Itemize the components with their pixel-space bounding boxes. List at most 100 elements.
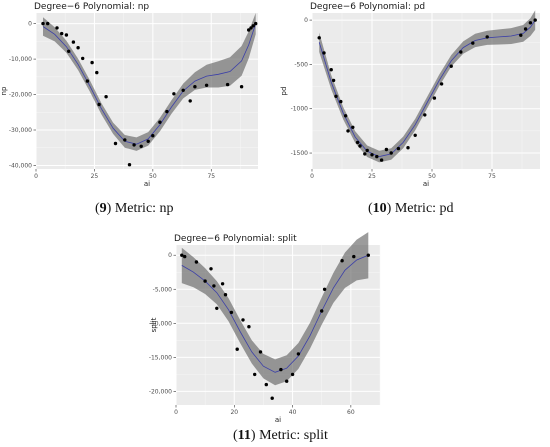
chart-title: Degree−6 Polynomial: pd <box>310 2 425 12</box>
data-point <box>188 99 192 103</box>
data-point <box>247 325 251 329</box>
data-point <box>253 372 257 377</box>
data-point <box>389 151 393 155</box>
confidence-ribbon <box>43 13 256 151</box>
chart-split: Degree−6 Polynomial: split 0 20 40 60 0 -5,000… <box>149 232 381 424</box>
x-axis-label: ai <box>144 180 150 188</box>
chart-np: Degree−6 Polynomial: np 0 25 50 75 0 -10,000 -2… <box>0 2 258 188</box>
y-tick-label: -30,000 <box>9 127 32 134</box>
data-point <box>439 82 444 86</box>
data-point <box>363 152 367 156</box>
fit-line <box>42 23 257 145</box>
data-point <box>379 158 384 162</box>
data-point <box>334 94 338 99</box>
data-point <box>104 95 108 99</box>
data-point <box>165 109 169 114</box>
data-point <box>423 113 427 117</box>
data-point <box>172 92 176 96</box>
data-point <box>375 154 379 159</box>
data-point <box>523 27 528 31</box>
data-point <box>343 114 348 118</box>
x-tick-label: 50 <box>428 173 436 180</box>
y-tick-label: -20,000 <box>9 92 32 99</box>
y-tick-label: -500 <box>294 61 308 68</box>
data-point <box>406 146 410 150</box>
data-point <box>396 146 401 151</box>
data-point <box>223 293 228 297</box>
data-point <box>384 147 389 152</box>
data-point <box>358 144 362 148</box>
data-point <box>212 284 216 288</box>
data-point <box>139 144 143 148</box>
fit-line <box>181 254 369 373</box>
x-tick-label: 0 <box>310 173 314 180</box>
data-point <box>158 120 162 124</box>
data-point <box>352 254 356 259</box>
data-point <box>519 33 523 37</box>
data-point <box>339 99 343 104</box>
x-axis-label: ai <box>423 180 429 188</box>
data-point <box>203 279 207 283</box>
y-axis-label: pd <box>280 87 288 96</box>
data-point <box>251 24 255 28</box>
x-tick-label: 20 <box>230 409 238 416</box>
data-point <box>181 88 185 93</box>
data-point <box>127 163 132 167</box>
x-tick-label: 60 <box>347 409 355 416</box>
x-tick-label: 50 <box>149 173 157 180</box>
data-point <box>209 267 213 271</box>
data-point <box>71 40 76 44</box>
data-point <box>285 379 289 383</box>
x-axis-label: ai <box>275 416 281 424</box>
data-point <box>264 382 268 387</box>
chart-title: Degree−6 Polynomial: split <box>174 234 297 244</box>
data-point <box>194 260 199 264</box>
data-point <box>180 253 184 257</box>
data-point <box>365 148 369 153</box>
data-point <box>258 350 263 354</box>
data-point <box>90 60 94 65</box>
data-point <box>55 26 59 30</box>
data-point <box>329 68 333 72</box>
data-point <box>432 96 437 100</box>
x-tick-label: 75 <box>207 173 215 180</box>
data-point <box>322 287 327 291</box>
data-point <box>270 396 274 400</box>
y-tick-label: -10,000 <box>9 56 32 63</box>
y-tick-label: -20,000 <box>149 388 172 395</box>
data-point <box>146 139 150 143</box>
chart-pd: Degree−6 Polynomial: pd0 25 50 750-500-1000… <box>280 2 540 188</box>
data-point <box>320 309 324 313</box>
caption-11: (11) Metric: split <box>233 428 328 443</box>
x-tick-label: 40 <box>289 409 297 416</box>
data-point <box>64 33 69 37</box>
caption-10: (10) Metric: pd <box>368 201 454 216</box>
data-point <box>132 143 136 147</box>
data-point <box>317 36 321 40</box>
data-point <box>351 125 355 129</box>
data-point <box>449 64 453 68</box>
data-point <box>322 51 326 55</box>
data-point <box>249 26 253 30</box>
x-tick-label: 75 <box>488 173 496 180</box>
data-point <box>60 31 64 36</box>
data-point <box>97 102 101 107</box>
data-point <box>220 282 225 286</box>
data-point <box>235 347 239 351</box>
y-tick-label: 0 <box>304 17 308 24</box>
data-point <box>247 28 251 32</box>
data-point <box>81 56 85 61</box>
data-point <box>76 46 80 50</box>
data-point <box>366 253 370 257</box>
caption-9: (9) Metric: np <box>95 201 174 216</box>
data-point <box>370 153 374 157</box>
y-tick-label: 0 <box>28 21 32 28</box>
data-point <box>113 141 118 146</box>
data-point <box>254 21 258 26</box>
data-point <box>533 18 537 22</box>
data-point <box>241 318 245 322</box>
x-tick-label: 0 <box>34 173 38 180</box>
data-point <box>346 129 350 133</box>
y-tick-label: 0 <box>168 252 172 259</box>
data-point <box>471 41 475 45</box>
